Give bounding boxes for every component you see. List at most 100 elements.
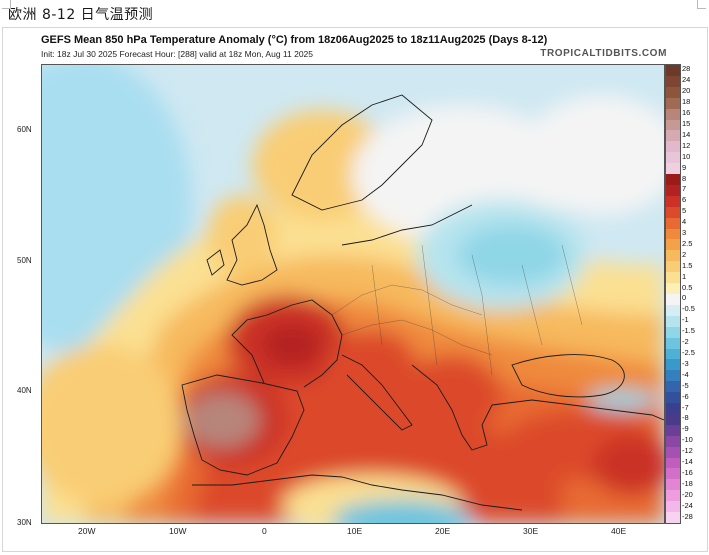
colorbar-segment xyxy=(666,141,680,153)
colorbar-label: -1 xyxy=(682,315,689,325)
colorbar-segment xyxy=(666,228,680,240)
colorbar-label: -24 xyxy=(682,500,693,510)
coastlines xyxy=(181,94,664,511)
lon-label-20e: 20E xyxy=(435,526,451,536)
figure-subtitle: Init: 18z Jul 30 2025 Forecast Hour: [28… xyxy=(41,49,314,59)
colorbar-segment xyxy=(666,315,680,328)
colorbar-label: -14 xyxy=(682,457,693,467)
colorbar-segment xyxy=(666,479,680,491)
colorbar-segment xyxy=(666,195,680,208)
colorbar-segment xyxy=(666,174,680,186)
colorbar-segment xyxy=(666,359,680,371)
colorbar-segment xyxy=(666,217,680,230)
colorbar-label: -9 xyxy=(682,424,689,434)
colorbar-segment xyxy=(666,424,680,437)
colorbar-segment xyxy=(666,370,680,382)
colorbar-segment xyxy=(666,119,680,131)
lon-label-10w: 10W xyxy=(169,526,187,536)
colorbar-segment xyxy=(666,239,680,251)
colorbar-label: -6 xyxy=(682,391,689,401)
colorbar-label: 14 xyxy=(682,129,691,139)
colorbar-segment xyxy=(666,446,680,459)
lat-label-30n: 30N xyxy=(17,518,32,527)
colorbar-label: -3 xyxy=(682,358,689,368)
anomaly-field xyxy=(42,65,664,523)
colorbar-label: -4 xyxy=(682,369,689,379)
temperature-anomaly-map xyxy=(41,64,665,524)
colorbar-segment xyxy=(666,108,680,120)
lon-label-40e: 40E xyxy=(611,526,627,536)
colorbar-label: -0.5 xyxy=(682,304,695,314)
colorbar-label: 24 xyxy=(682,75,691,85)
corner-mark-left xyxy=(2,0,11,9)
colorbar-label: 2.5 xyxy=(682,238,693,248)
lon-label-20w: 20W xyxy=(78,526,96,536)
brand-watermark: TROPICALTIDBITS.COM xyxy=(540,48,667,59)
colorbar-label: 0 xyxy=(682,293,687,303)
colorbar-segment xyxy=(666,65,680,77)
colorbar-segment xyxy=(666,283,680,295)
borders xyxy=(331,244,583,376)
lon-label-30e: 30E xyxy=(523,526,539,536)
colorbar-segment xyxy=(666,435,680,448)
colorbar-label: -12 xyxy=(682,446,693,456)
colorbar-segment xyxy=(666,457,680,469)
colorbar-segment xyxy=(666,75,680,88)
colorbar-segment xyxy=(666,97,680,110)
colorbar-label: 2 xyxy=(682,249,687,259)
colorbar-segment xyxy=(666,326,680,339)
document-title: 欧洲 8-12 日气温预测 xyxy=(8,7,154,23)
colorbar-segment xyxy=(666,294,680,306)
colorbar-segment xyxy=(666,250,680,262)
colorbar-label: 3 xyxy=(682,228,687,238)
colorbar-label: -7 xyxy=(682,402,689,412)
colorbar-segment xyxy=(666,348,680,360)
map-canvas xyxy=(42,65,664,523)
colorbar-label: -1.5 xyxy=(682,326,695,336)
colorbar-label: 20 xyxy=(682,86,691,96)
colorbar-segment xyxy=(666,468,680,480)
colorbar-label: 15 xyxy=(682,118,691,128)
colorbar-label: -20 xyxy=(682,489,693,499)
colorbar-label: -2.5 xyxy=(682,347,695,357)
colorbar-label: 7 xyxy=(682,184,687,194)
colorbar-label: 18 xyxy=(682,97,691,107)
colorbar-label: 5 xyxy=(682,206,687,216)
colorbar-label: -16 xyxy=(682,467,693,477)
corner-mark-right xyxy=(697,0,706,9)
colorbar-segment xyxy=(666,86,680,99)
colorbar-label: -2 xyxy=(682,337,689,347)
colorbar-segment xyxy=(666,304,680,317)
colorbar-segment xyxy=(666,490,680,502)
colorbar-segment xyxy=(666,403,680,415)
colorbar-label: -18 xyxy=(682,478,693,488)
colorbar-segment xyxy=(666,413,680,426)
colorbar-segment xyxy=(666,392,680,404)
lon-label-10e: 10E xyxy=(347,526,363,536)
colorbar-label: 10 xyxy=(682,151,691,161)
lat-label-40n: 40N xyxy=(17,386,32,395)
colorbar-segment xyxy=(666,163,680,175)
colorbar-label: 9 xyxy=(682,162,687,172)
lat-label-50n: 50N xyxy=(17,256,32,265)
colorbar-label: -10 xyxy=(682,435,693,445)
colorbar-label: -5 xyxy=(682,380,689,390)
colorbar-segment xyxy=(666,152,680,164)
colorbar-label: -8 xyxy=(682,413,689,423)
colorbar-segment xyxy=(666,381,680,393)
colorbar-label: 12 xyxy=(682,140,691,150)
colorbar xyxy=(665,64,681,524)
colorbar-segment xyxy=(666,512,680,524)
colorbar-segment xyxy=(666,337,680,349)
colorbar-label: 28 xyxy=(682,64,691,74)
colorbar-label: 4 xyxy=(682,217,687,227)
figure-title: GEFS Mean 850 hPa Temperature Anomaly (°… xyxy=(41,34,548,46)
colorbar-label: -28 xyxy=(682,511,693,521)
colorbar-label: 0.5 xyxy=(682,282,693,292)
colorbar-label: 1.5 xyxy=(682,260,693,270)
lon-label-0: 0 xyxy=(262,526,267,536)
colorbar-label: 6 xyxy=(682,195,687,205)
colorbar-label: 8 xyxy=(682,173,687,183)
forecast-figure: GEFS Mean 850 hPa Temperature Anomaly (°… xyxy=(2,27,708,552)
colorbar-segment xyxy=(666,501,680,513)
